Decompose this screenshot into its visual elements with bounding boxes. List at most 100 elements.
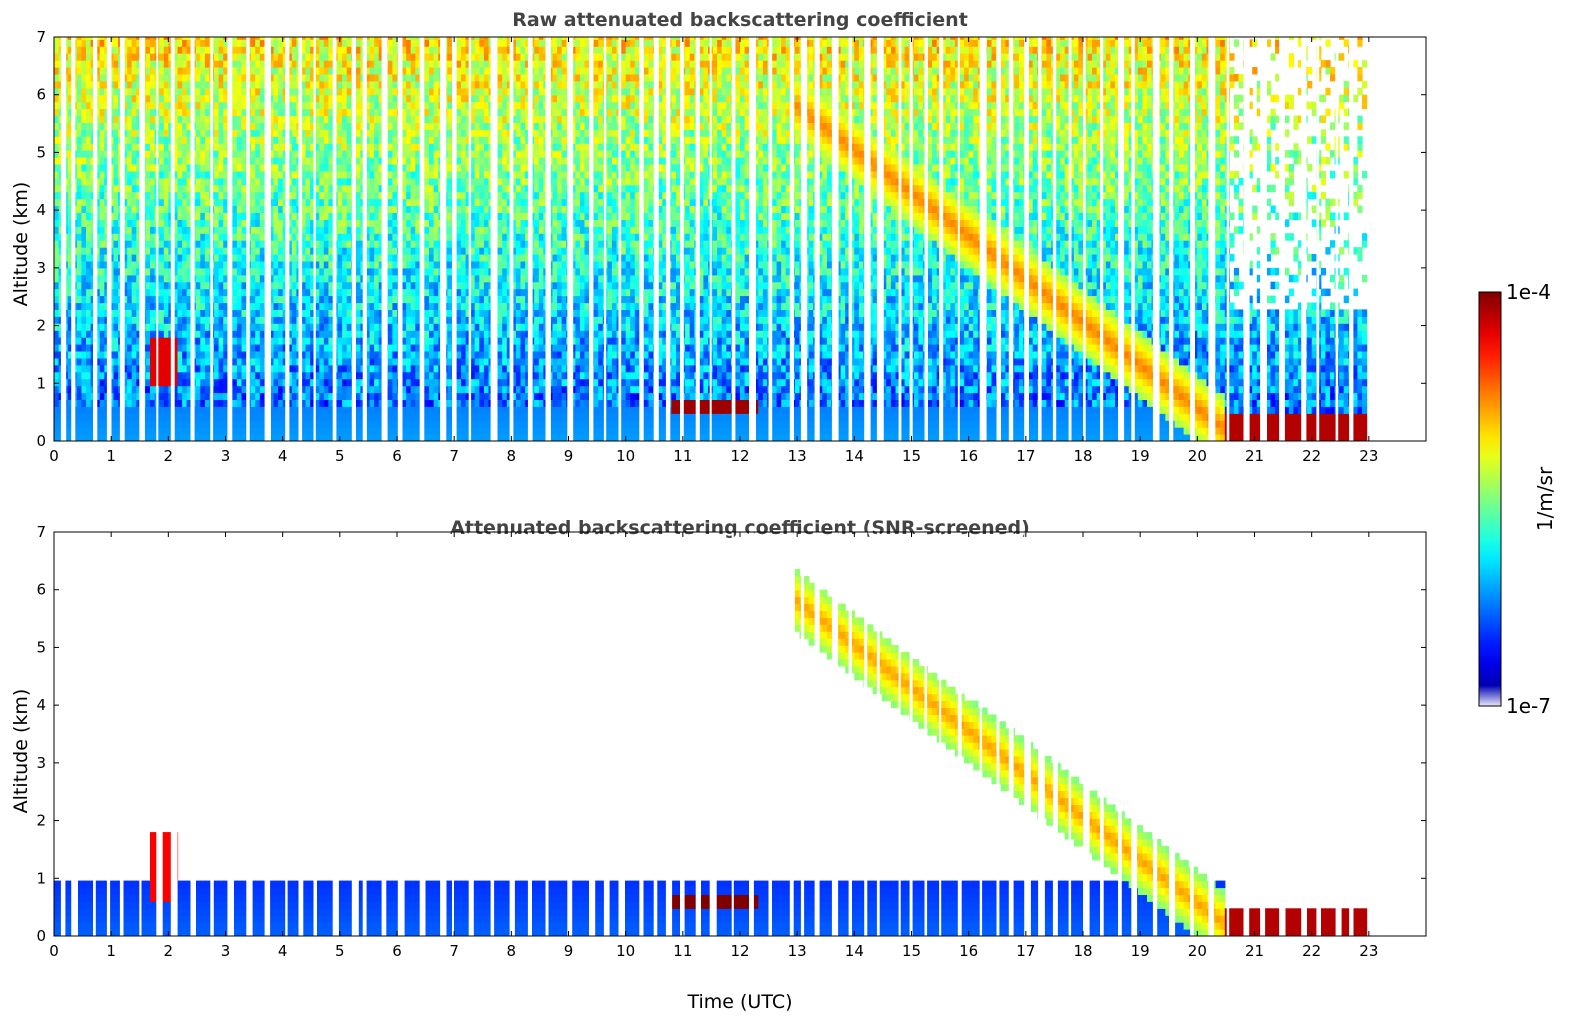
heatmap-cell <box>346 198 352 207</box>
heatmap-cell <box>346 157 352 165</box>
heatmap-cell <box>204 281 211 290</box>
heatmap-cell <box>95 295 101 304</box>
heatmap-cell <box>81 143 87 151</box>
heatmap-cell <box>278 170 284 179</box>
heatmap-cell <box>314 399 320 407</box>
heatmap-cell <box>67 108 73 117</box>
heatmap-cell <box>433 219 439 227</box>
heatmap-cell <box>378 73 384 82</box>
heatmap-cell <box>204 330 211 338</box>
heatmap-cell <box>214 254 220 262</box>
heatmap-cell <box>365 157 371 165</box>
heatmap-cell <box>236 274 243 283</box>
heatmap-cell <box>241 371 247 380</box>
heatmap-cell <box>232 39 238 47</box>
heatmap-cell <box>81 371 87 380</box>
heatmap-cell <box>406 385 412 394</box>
heatmap-cell <box>122 364 128 373</box>
heatmap-cell <box>278 399 284 407</box>
heatmap-cell <box>67 240 73 248</box>
heatmap-cell <box>323 129 329 137</box>
heatmap-cell <box>218 150 224 158</box>
heatmap-cell <box>99 364 105 373</box>
heatmap-cell <box>81 122 87 130</box>
heatmap-cell <box>387 73 394 82</box>
heatmap-cell <box>95 184 101 193</box>
heatmap-cell <box>172 101 179 110</box>
heatmap-cell <box>268 80 275 89</box>
heatmap-cell <box>310 46 316 54</box>
heatmap-cell <box>429 406 435 414</box>
heatmap-cell <box>365 406 371 414</box>
heatmap-cell <box>415 434 421 441</box>
heatmap-cell <box>150 108 156 117</box>
heatmap-cell <box>328 274 334 283</box>
heatmap-cell <box>95 219 101 227</box>
heatmap-cell <box>76 295 83 304</box>
heatmap-cell <box>218 344 224 352</box>
heatmap-cell <box>287 198 293 207</box>
heatmap-cell <box>369 240 375 248</box>
heatmap-cell <box>310 288 316 297</box>
heatmap-cell <box>150 184 156 193</box>
heatmap-cell <box>337 177 343 186</box>
heatmap-cell <box>95 67 101 75</box>
heatmap-cell <box>241 184 247 193</box>
heatmap-cell <box>365 371 371 380</box>
heatmap-cell <box>268 434 275 441</box>
heatmap-cell <box>200 351 206 359</box>
heatmap-cell <box>378 164 384 172</box>
heatmap-cell <box>406 184 412 193</box>
heatmap-cell <box>241 323 247 331</box>
heatmap-cell <box>204 37 211 40</box>
heatmap-cell <box>159 240 165 248</box>
heatmap-cell <box>113 37 119 40</box>
heatmap-cell <box>305 73 311 82</box>
heatmap-cell <box>145 37 151 40</box>
heatmap-cell <box>355 351 361 359</box>
heatmap-cell <box>241 39 247 47</box>
heatmap-cell <box>214 177 220 186</box>
heatmap-cell <box>410 364 416 373</box>
heatmap-cell <box>177 316 183 324</box>
heatmap-cell <box>81 274 87 283</box>
heatmap-cell <box>81 150 87 158</box>
heatmap-cell <box>342 392 348 400</box>
heatmap-cell <box>429 378 435 387</box>
heatmap-cell <box>113 357 119 366</box>
heatmap-cell <box>415 427 421 435</box>
heatmap-cell <box>346 420 352 428</box>
heatmap-cell <box>305 309 311 317</box>
heatmap-cell <box>223 80 229 89</box>
heatmap-cell <box>241 406 247 414</box>
heatmap-cell <box>355 108 361 117</box>
heatmap-cell <box>346 233 352 241</box>
heatmap-cell <box>86 80 92 89</box>
heatmap-cell <box>241 392 247 400</box>
heatmap-cell <box>301 267 307 276</box>
heatmap-cell <box>218 357 224 366</box>
heatmap-cell <box>328 351 334 359</box>
heatmap-cell <box>214 46 220 54</box>
heatmap-cell <box>392 288 398 297</box>
heatmap-cell <box>401 37 407 40</box>
heatmap-cell <box>291 274 297 283</box>
heatmap-cell <box>232 37 238 40</box>
heatmap-cell <box>81 115 87 123</box>
heatmap-cell <box>337 274 343 283</box>
heatmap-cell <box>250 378 256 387</box>
heatmap-cell <box>287 413 293 421</box>
heatmap-cell <box>163 288 169 297</box>
heatmap-cell <box>95 399 101 407</box>
heatmap-cell <box>424 344 430 352</box>
heatmap-cell <box>127 254 133 262</box>
heatmap-cell <box>145 406 151 414</box>
heatmap-cell <box>81 60 87 68</box>
heatmap-cell <box>250 177 256 186</box>
heatmap-cell <box>365 212 371 220</box>
heatmap-cell <box>305 399 311 407</box>
heatmap-cell <box>86 184 92 193</box>
heatmap-cell <box>113 115 119 123</box>
heatmap-cell <box>401 101 407 110</box>
heatmap-cell <box>122 316 128 324</box>
